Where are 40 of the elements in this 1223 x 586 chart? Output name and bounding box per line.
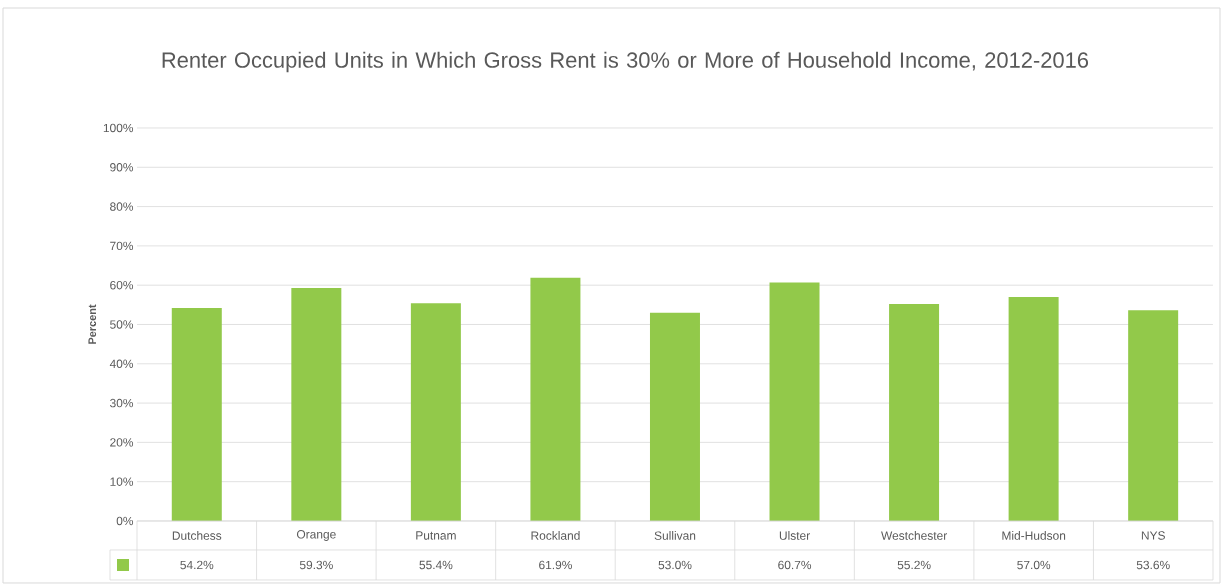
chart-title: Renter Occupied Units in Which Gross Rent is 30% or More of Household Income, 2012-2016 — [162, 51, 1089, 73]
y-tick-label: 90% — [110, 163, 134, 172]
y-tick-label: 100% — [103, 123, 134, 133]
x-tick-label: Orange — [296, 530, 336, 541]
data-label: 55.2% — [897, 560, 931, 570]
y-axis-title: Percent — [88, 304, 97, 344]
data-label: 60.7% — [778, 560, 812, 570]
bar — [410, 303, 461, 521]
x-tick-label: Westchester — [881, 531, 948, 540]
x-tick-label: Rockland — [531, 531, 580, 540]
bar — [1008, 296, 1059, 521]
data-label: 55.4% — [419, 560, 453, 570]
y-tick-label: 20% — [110, 438, 134, 447]
bar — [291, 287, 342, 521]
bar — [171, 307, 222, 521]
y-tick-label: 0% — [116, 516, 134, 526]
y-tick-label: 50% — [110, 320, 134, 329]
data-label: 54.2% — [180, 560, 214, 570]
data-label: 53.0% — [658, 560, 692, 570]
x-tick-label: Ulster — [779, 531, 810, 540]
bar — [530, 277, 581, 521]
y-tick-label: 70% — [110, 241, 134, 251]
data-label: 61.9% — [539, 560, 572, 570]
y-tick-label: 80% — [110, 202, 134, 211]
x-tick-label: Sullivan — [654, 531, 696, 540]
data-label: 57.0% — [1017, 560, 1051, 570]
x-tick-label: NYS — [1141, 531, 1165, 540]
bar — [1128, 310, 1179, 521]
y-tick-label: 10% — [110, 477, 134, 486]
x-tick-label: Putnam — [416, 531, 456, 540]
data-label: 59.3% — [299, 560, 333, 570]
bar — [889, 304, 940, 521]
x-tick-label: Dutchess — [172, 531, 222, 540]
bar — [769, 282, 820, 521]
bar — [649, 312, 700, 521]
data-label: 53.6% — [1136, 560, 1170, 570]
x-tick-label: Mid-Hudson — [1002, 531, 1066, 540]
y-tick-label: 60% — [110, 280, 134, 290]
y-tick-label: 30% — [110, 398, 134, 408]
y-tick-label: 40% — [109, 359, 134, 369]
